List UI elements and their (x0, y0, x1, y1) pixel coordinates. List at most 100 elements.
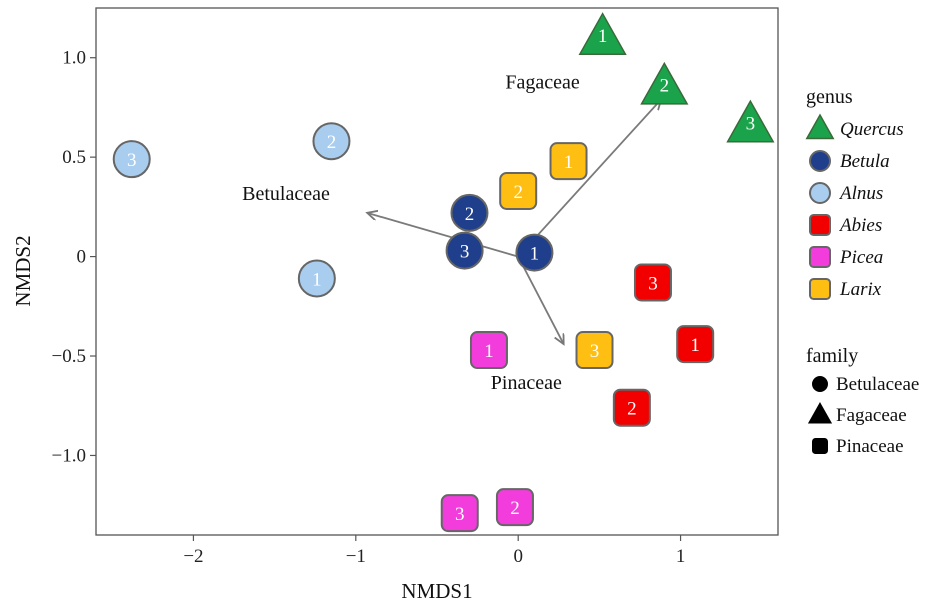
point-abies-3: 3 (633, 263, 672, 302)
point-marker (633, 263, 672, 302)
point-label: 1 (530, 244, 540, 265)
point-betula-2: 2 (450, 193, 489, 232)
point-quercus-3: 3 (726, 99, 775, 143)
point-abies-1: 1 (676, 325, 715, 364)
legend-genus-key-betula (809, 150, 831, 172)
point-marker (575, 331, 614, 370)
y-tick-label: −1.0 (52, 445, 86, 466)
legend-family-label-betulaceae: Betulaceae (836, 374, 919, 395)
legend-genus-label-quercus: Quercus (840, 119, 904, 140)
vector-labels: Fagaceae Betulaceae Pinaceae (242, 72, 580, 394)
legend-family-key-betulaceae (812, 376, 828, 392)
point-larix-1: 1 (549, 142, 588, 181)
point-label: 2 (660, 76, 670, 97)
vector-label-betulaceae: Betulaceae (242, 183, 330, 205)
point-quercus-2: 2 (640, 61, 689, 105)
point-marker (549, 142, 588, 181)
legend-genus-label-picea: Picea (839, 247, 883, 268)
family-vectors (367, 99, 661, 344)
point-picea-2: 2 (495, 488, 534, 527)
legend-genus-key-quercus (805, 113, 835, 140)
point-marker (469, 331, 508, 370)
point-marker (612, 388, 651, 427)
point-picea-3: 3 (440, 494, 479, 533)
point-alnus-1: 1 (297, 259, 336, 298)
point-label: 1 (598, 26, 608, 47)
y-axis-title: NMDS2 (11, 235, 35, 306)
point-marker (499, 171, 538, 210)
point-label: 3 (648, 273, 658, 294)
point-label: 3 (590, 341, 600, 362)
legend-genus-key-alnus (809, 182, 831, 204)
point-betula-3: 3 (445, 231, 484, 270)
point-marker (578, 12, 627, 55)
y-tick-label: −0.5 (52, 346, 86, 367)
legend-family-title: family (806, 345, 858, 367)
point-marker (112, 140, 151, 179)
point-betula-1: 1 (515, 233, 554, 272)
y-tick-label: 0 (77, 247, 87, 268)
legend-family-label-pinaceae: Pinaceae (836, 436, 904, 457)
data-points: 1 2 3 2 3 1 3 2 1 3 1 2 1 2 3 1 2 3 (112, 12, 775, 533)
y-tick-label: 1.0 (62, 48, 86, 69)
x-axis: −2 −1 0 1 (183, 535, 685, 567)
point-marker (676, 325, 715, 364)
legend-genus-label-larix: Larix (839, 279, 882, 300)
legend-genus-label-betula: Betula (840, 151, 890, 172)
point-quercus-1: 1 (578, 12, 627, 55)
point-marker (495, 488, 534, 527)
plot-frame (95, 7, 779, 536)
point-alnus-3: 3 (112, 140, 151, 179)
point-label: 2 (510, 498, 520, 519)
vector-betulaceae (367, 213, 519, 258)
legend-family: family Betulaceae Fagaceae Pinaceae (806, 345, 919, 457)
legend-genus: genus Quercus Betula Alnus Abies Picea Larix (805, 86, 904, 300)
point-label: 1 (484, 341, 494, 362)
point-marker (515, 233, 554, 272)
vector-fagaceae (517, 99, 661, 258)
y-axis: 1.0 0.5 0 −0.5 −1.0 (52, 48, 96, 466)
legend-genus-label-abies: Abies (838, 215, 882, 236)
legend-genus-label-alnus: Alnus (838, 183, 883, 204)
point-label: 2 (627, 399, 637, 420)
vector-pinaceae (517, 256, 563, 345)
point-label: 1 (564, 152, 574, 173)
vector-label-fagaceae: Fagaceae (505, 72, 580, 94)
point-marker (445, 231, 484, 270)
point-label: 3 (455, 504, 465, 525)
point-label: 3 (127, 150, 137, 171)
x-tick-label: −1 (346, 546, 366, 567)
point-abies-2: 2 (612, 388, 651, 427)
point-label: 3 (460, 242, 470, 263)
legend-family-key-fagaceae (807, 402, 833, 424)
vector-label-pinaceae: Pinaceae (491, 372, 562, 394)
point-marker (297, 259, 336, 298)
legend-genus-key-picea (809, 246, 831, 268)
point-picea-1: 1 (469, 331, 508, 370)
legend-family-key-pinaceae (812, 438, 828, 454)
y-tick-label: 0.5 (62, 147, 86, 168)
point-marker (726, 99, 775, 143)
point-label: 1 (690, 335, 700, 356)
point-marker (312, 122, 351, 161)
x-tick-label: 0 (513, 546, 523, 567)
point-label: 2 (465, 204, 475, 225)
x-axis-title: NMDS1 (401, 579, 472, 603)
point-label: 1 (312, 269, 322, 290)
point-marker (640, 61, 689, 105)
point-larix-3: 3 (575, 331, 614, 370)
legend-family-label-fagaceae: Fagaceae (836, 405, 907, 426)
legend-genus-key-larix (809, 278, 831, 300)
legend-genus-key-abies (809, 214, 831, 236)
point-alnus-2: 2 (312, 122, 351, 161)
point-marker (450, 193, 489, 232)
point-marker (440, 494, 479, 533)
x-tick-label: −2 (183, 546, 203, 567)
point-label: 2 (513, 182, 523, 203)
x-tick-label: 1 (676, 546, 686, 567)
point-larix-2: 2 (499, 171, 538, 210)
point-label: 2 (327, 132, 337, 153)
legend-genus-title: genus (806, 86, 853, 108)
point-label: 3 (746, 113, 756, 134)
